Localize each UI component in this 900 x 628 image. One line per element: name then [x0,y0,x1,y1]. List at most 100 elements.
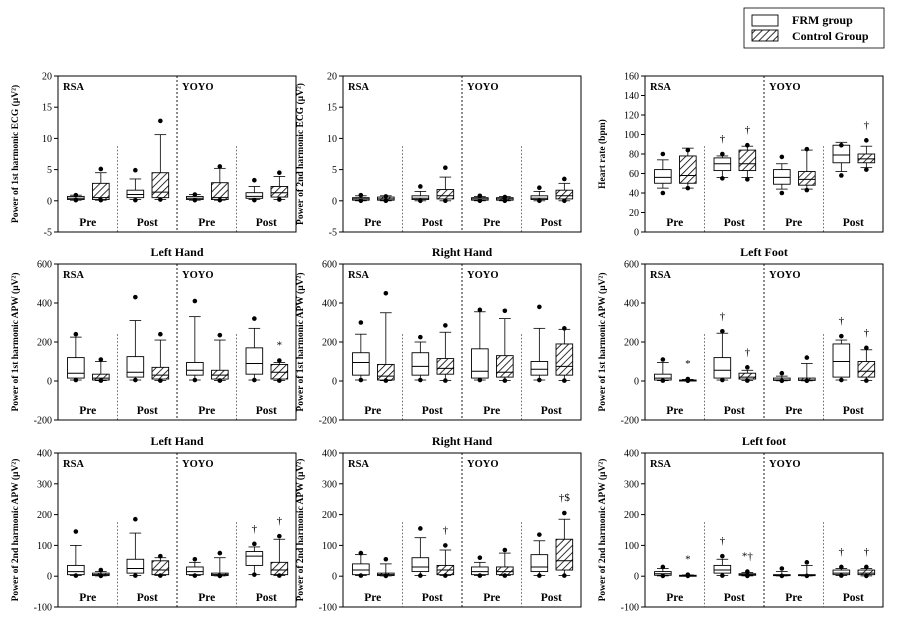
y-tick-label: 100 [624,541,639,552]
outlier-point [804,187,810,193]
outlier-point [158,118,163,124]
box [738,149,757,172]
outlier-point [804,560,810,565]
box-group [151,118,170,202]
box-group [530,185,549,204]
outlier-point [217,197,223,203]
outlier-point [685,378,691,384]
outlier-point [720,377,725,383]
box-group: * [270,340,289,383]
y-tick-label: 15 [42,103,52,114]
outlier-point [73,377,79,383]
significance-mark: † [864,546,870,558]
outlier-point [477,198,483,204]
outlier-point [383,378,389,383]
box-group [832,141,851,178]
box [555,189,574,200]
box [496,355,514,378]
outlier-point [720,176,725,181]
category-label: Pre [785,592,802,604]
outlier-point [477,193,483,199]
box [436,189,455,200]
box-group [67,192,85,203]
y-tick-label: 0 [47,377,52,388]
y-tick-label: 10 [327,134,337,145]
box-group: † [857,327,876,383]
outlier-point [383,573,389,579]
outlier-point [133,377,138,383]
box-group [411,334,430,383]
box [245,347,264,375]
panel-title: Right Hand [432,245,493,259]
y-axis-label: Power of 1st harmonic ECG (µV²) [10,85,21,223]
section-label: YOYO [182,459,214,470]
outlier-point [73,529,79,534]
outlier-point [277,533,282,539]
outlier-point [839,573,844,578]
box-group [377,556,395,579]
outlier-point [252,197,257,203]
y-tick-label: 160 [624,72,639,83]
category-label: Pre [79,405,96,417]
box [67,564,85,576]
y-tick-label: 400 [322,449,337,460]
box [377,363,395,381]
y-axis-label: Power of 2nd harmonic ECG (µV²) [295,83,306,225]
section-label: YOYO [182,270,214,281]
box-group [92,567,110,579]
box-group [530,532,549,578]
outlier-point [839,142,844,148]
category-label: Post [256,592,277,604]
panels-container: -5 0 5 10 15 20 Power of 1st harmonic ECG (µV²… [10,72,884,614]
outlier-point [98,573,104,579]
y-tick-label: 0 [332,377,337,388]
y-tick-label: 400 [624,449,639,460]
outlier-point [383,194,389,199]
significance-mark: † [864,327,870,339]
box-group [186,298,204,383]
box-group [211,164,229,203]
y-tick-label: 200 [624,338,639,349]
significance-mark: *† [742,551,754,563]
outlier-point [358,550,364,556]
section-label: RSA [348,270,369,281]
box-group [411,184,430,204]
significance-mark: † [745,346,751,358]
box [738,372,757,380]
y-tick-label: 0 [634,572,639,583]
outlier-point [779,370,785,376]
outlier-point [133,573,138,578]
box [832,343,851,378]
box [92,182,110,201]
box-group: † [713,535,732,578]
section-label: RSA [63,82,84,93]
significance-mark: †$ [559,492,571,504]
outlier-point [133,516,138,522]
outlier-point [98,357,104,362]
section-label: RSA [650,459,671,470]
outlier-point [745,177,750,182]
outlier-point [839,333,844,339]
outlier-point [217,378,223,383]
box-group [555,326,574,383]
significance-mark: † [720,535,726,547]
outlier-point [537,377,542,383]
box [126,356,145,378]
outlier-point [158,553,163,559]
box [245,192,264,199]
box-group [352,550,370,578]
outlier-point [252,377,257,383]
outlier-point [98,197,104,203]
chart-panel: -5 0 5 10 15 20 Power of 2nd harmonic ECG (µV²… [295,72,582,239]
category-label: Pre [198,217,215,229]
outlier-point [133,294,138,300]
y-tick-label: 400 [624,299,639,310]
box-group [211,332,229,383]
y-tick-label: -100 [621,603,639,614]
outlier-point [217,332,223,338]
significance-mark: † [277,515,283,527]
box-group [151,331,170,383]
category-label: Pre [198,592,215,604]
box-group [496,308,514,383]
box-group [352,192,370,204]
